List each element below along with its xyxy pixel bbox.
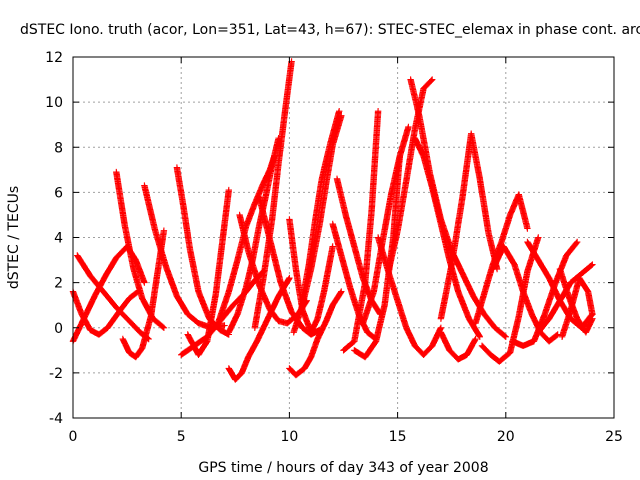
plus-markers xyxy=(437,329,479,363)
series-arc-29 xyxy=(437,329,479,363)
series-arc-24 xyxy=(359,123,412,327)
plus-markers xyxy=(340,108,382,354)
y-tick-label: 6 xyxy=(54,185,63,201)
y-tick-label: 10 xyxy=(45,95,63,111)
x-tick-label: 25 xyxy=(605,429,623,445)
x-tick-label: 0 xyxy=(69,429,78,445)
series-arc-30 xyxy=(437,130,501,322)
x-tick-label: 15 xyxy=(389,429,407,445)
plus-markers xyxy=(225,135,282,336)
series-arc-15 xyxy=(255,193,323,338)
y-tick-label: -4 xyxy=(49,411,63,427)
x-tick-label: 5 xyxy=(177,429,186,445)
plus-markers xyxy=(299,108,343,304)
series-arc-16 xyxy=(286,288,345,379)
series-arc-7 xyxy=(119,227,168,361)
plus-markers xyxy=(411,135,483,340)
x-tick-label: 10 xyxy=(280,429,298,445)
data-series-layer xyxy=(69,58,596,383)
y-tick-label: -2 xyxy=(49,366,63,382)
y-tick-label: 0 xyxy=(54,321,63,337)
y-tick-label: 12 xyxy=(45,50,63,66)
plus-markers xyxy=(173,164,232,338)
y-tick-label: 2 xyxy=(54,276,63,292)
plus-markers xyxy=(437,130,501,322)
y-tick-label: 4 xyxy=(54,231,63,247)
series-arc-25 xyxy=(374,234,445,358)
series-arc-38 xyxy=(558,274,596,340)
series-arc-3 xyxy=(173,164,232,338)
x-axis-label: GPS time / hours of day 343 of year 2008 xyxy=(198,460,488,476)
y-tick-label: 8 xyxy=(54,140,63,156)
series-arc-19 xyxy=(299,108,343,304)
plus-markers xyxy=(119,227,168,361)
plus-markers xyxy=(286,288,345,379)
chart-title: dSTEC Iono. truth (acor, Lon=351, Lat=43… xyxy=(20,22,640,38)
series-arc-22 xyxy=(340,108,382,354)
plus-markers xyxy=(558,274,596,340)
plus-markers xyxy=(374,234,445,358)
plus-markers xyxy=(359,123,412,327)
series-arc-34 xyxy=(509,238,581,349)
plus-markers xyxy=(509,238,581,349)
series-arc-12 xyxy=(225,135,282,336)
x-tick-label: 20 xyxy=(497,429,515,445)
axis-ticks: 0 5 10 15 20 25 -4 -2 0 2 4 6 8 10 12 xyxy=(45,50,623,445)
plus-markers xyxy=(255,193,323,338)
series-arc-28 xyxy=(411,135,483,340)
y-axis-label: dSTEC / TECUs xyxy=(6,186,22,289)
